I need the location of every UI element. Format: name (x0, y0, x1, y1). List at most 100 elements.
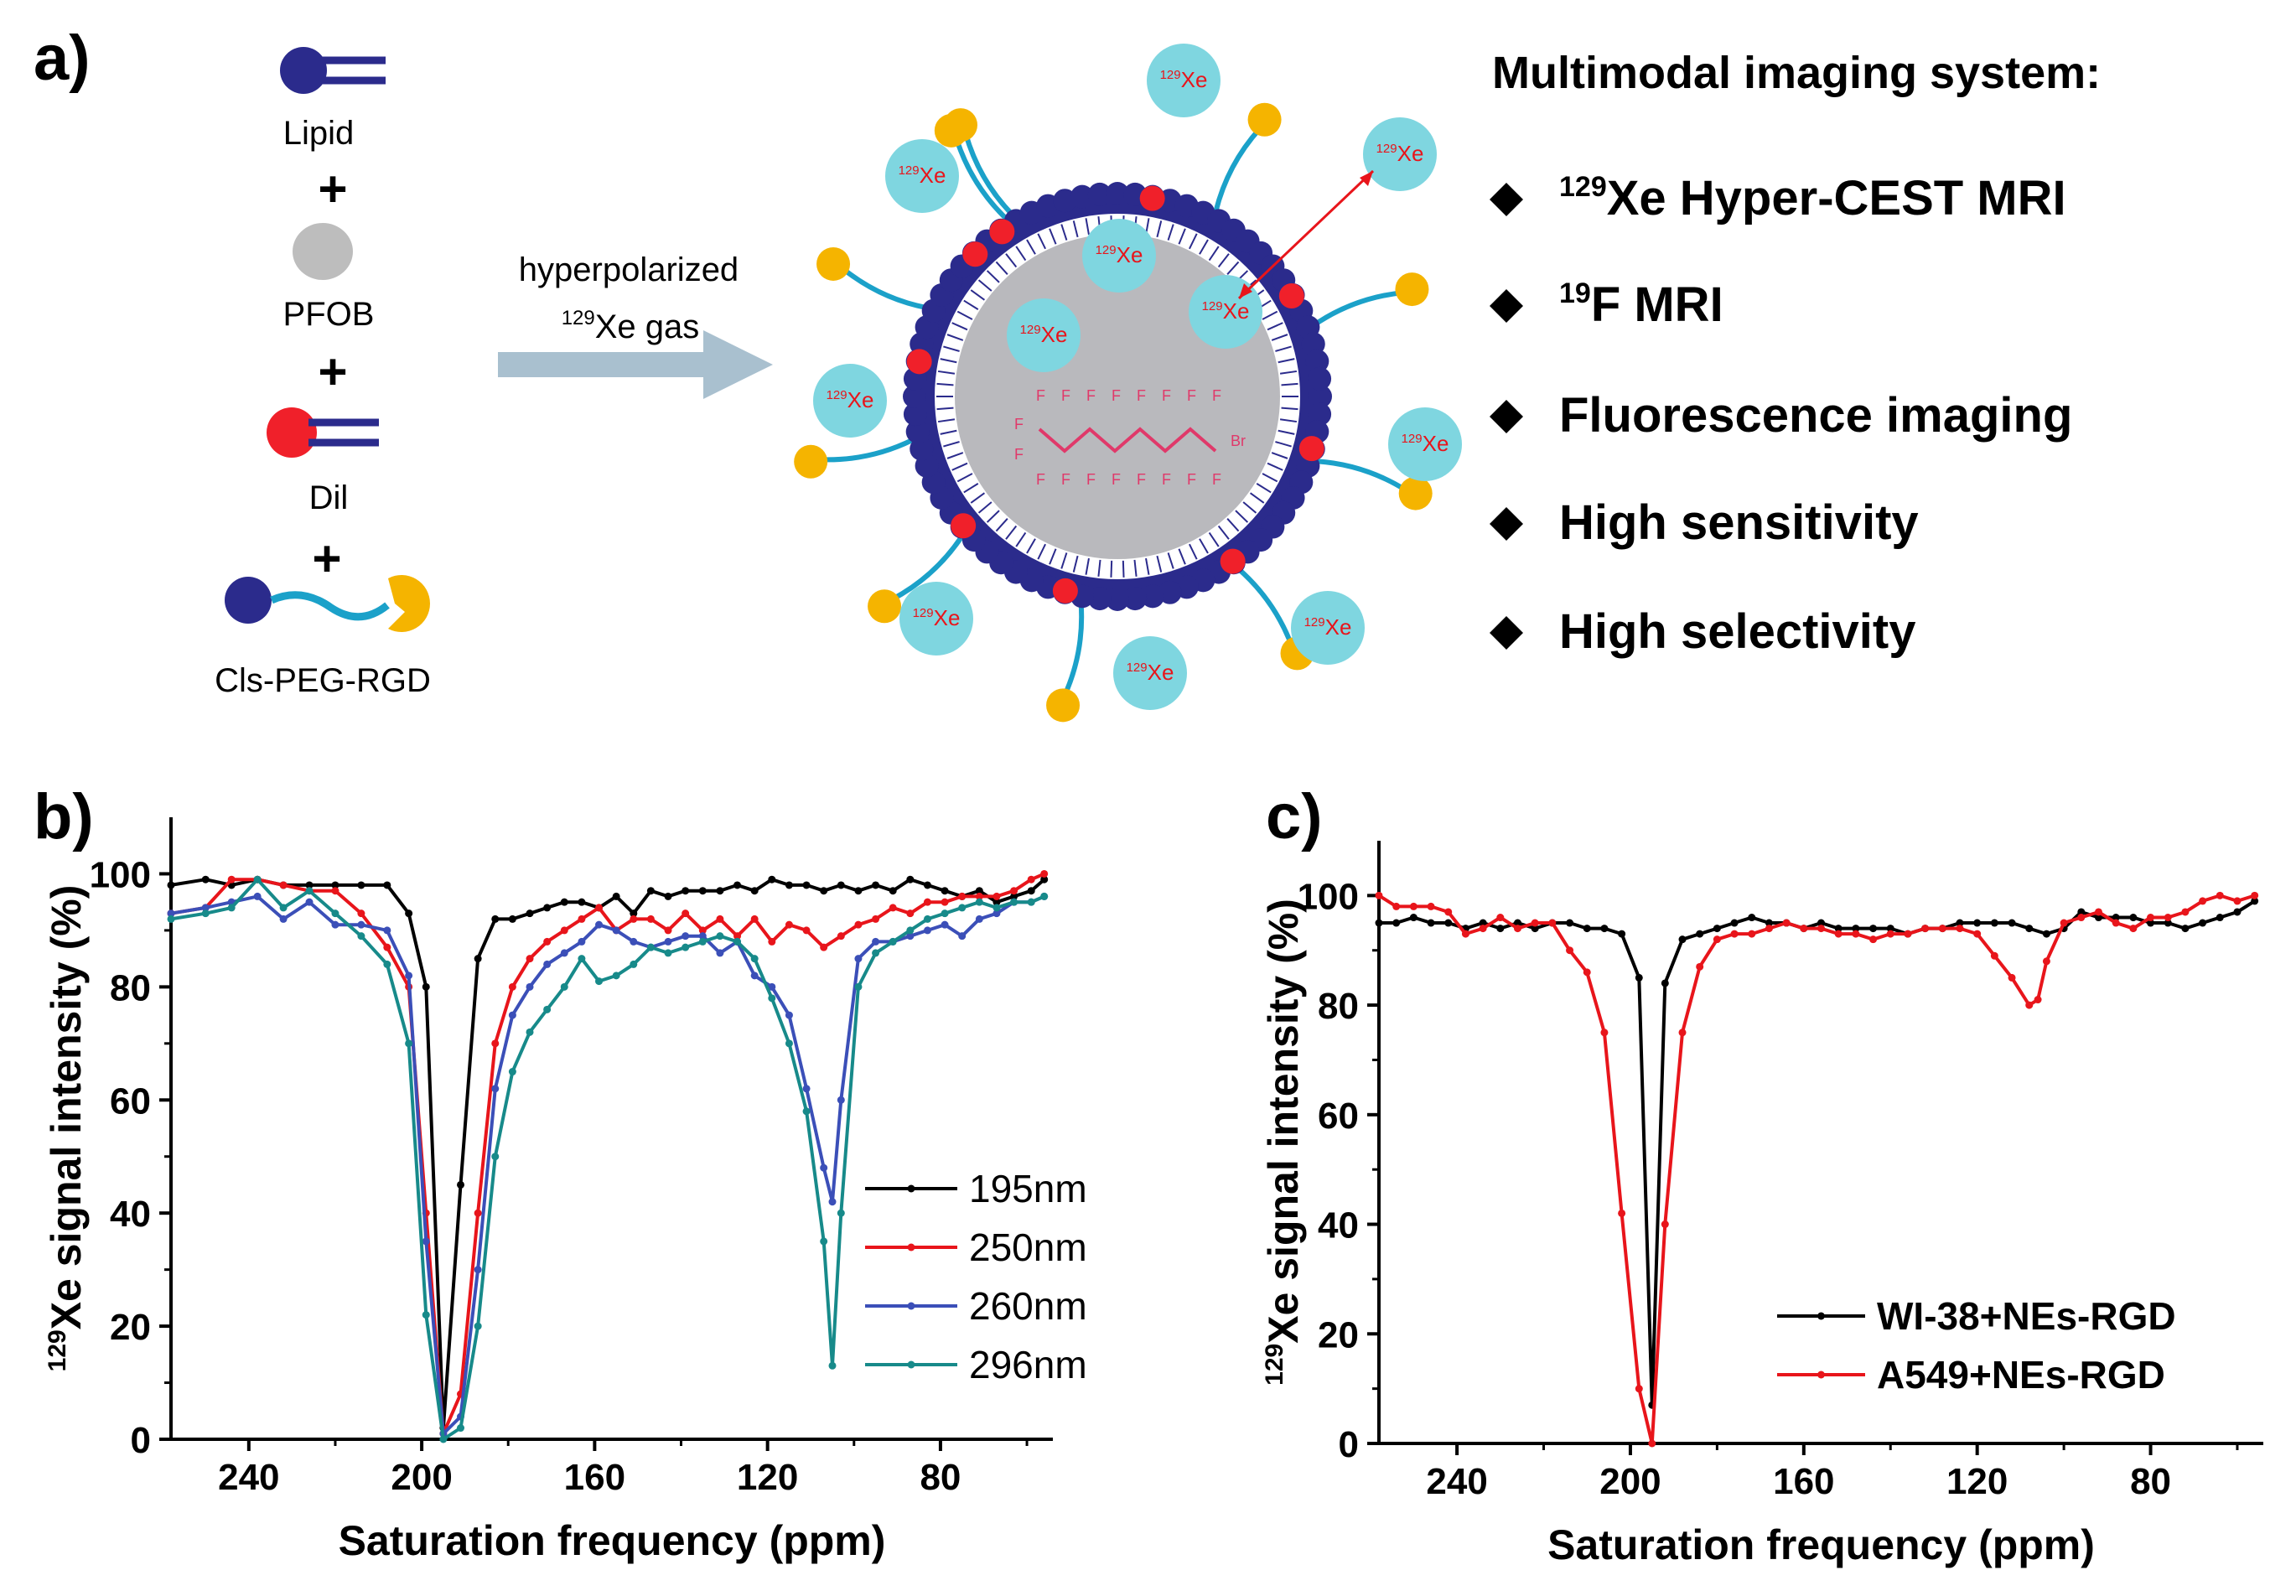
data-point (1444, 919, 1453, 927)
x-axis-title: Saturation frequency (ppm) (339, 1517, 886, 1564)
data-point (1600, 1029, 1609, 1037)
lipid-tail (995, 517, 1008, 532)
data-point (837, 932, 845, 940)
lipid-tail (1226, 261, 1240, 276)
data-point (279, 904, 288, 912)
data-point (1852, 930, 1860, 938)
data-point (357, 909, 365, 918)
lipid-tail (1037, 233, 1046, 250)
arrow-label-line1: hyperpolarized (519, 251, 739, 288)
series-260nm (167, 892, 1049, 1438)
data-point (1479, 925, 1487, 933)
data-point (941, 898, 949, 906)
data-point (439, 1435, 448, 1443)
data-point (1513, 925, 1521, 933)
lipid-tail (1110, 560, 1113, 578)
data-point (2251, 891, 2259, 899)
data-point (828, 1198, 837, 1206)
dil-icon (267, 407, 379, 458)
fluorine-label: F (1187, 387, 1196, 404)
data-point (1956, 919, 1964, 927)
xe-label: 129Xe (1127, 660, 1174, 685)
data-point (785, 881, 793, 889)
data-point (2025, 1001, 2034, 1009)
data-point (1817, 919, 1825, 927)
y-tick-label: 40 (110, 1194, 151, 1235)
lipid-tail (936, 407, 954, 411)
y-tick-label: 20 (110, 1307, 151, 1348)
xe-bubble (1082, 219, 1156, 293)
rgd-ligand (1046, 688, 1081, 723)
lipid-tail (1271, 334, 1288, 341)
data-point (2199, 919, 2207, 927)
data-point (422, 1311, 430, 1319)
lipid-head (1106, 182, 1129, 205)
plus-2: + (318, 344, 347, 400)
data-point (923, 881, 931, 889)
data-point (1040, 875, 1049, 884)
lipid-tail (1279, 418, 1298, 423)
xe-label: 129Xe (1304, 614, 1352, 640)
x-tick-label: 240 (218, 1457, 279, 1498)
fluorine-label: F (1187, 471, 1196, 488)
data-point (1040, 869, 1049, 878)
legend-label: 250nm (969, 1226, 1087, 1269)
lipid-tail (937, 418, 956, 423)
data-point (1696, 962, 1704, 971)
feature-item: 129Xe Hyper-CEST MRI (1559, 171, 2066, 225)
data-point (802, 1107, 811, 1116)
lipid-tail (1279, 370, 1298, 375)
data-point (750, 915, 759, 923)
panel-label: b) (34, 781, 94, 852)
data-point (543, 960, 552, 968)
x-tick-label: 80 (2130, 1461, 2171, 1502)
data-point (2216, 914, 2224, 922)
legend-label: 260nm (969, 1284, 1087, 1328)
cls-peg-rgd-icon (225, 575, 430, 632)
data-point (491, 1085, 500, 1093)
feature-item: High selectivity (1559, 604, 1915, 659)
data-point (331, 909, 339, 918)
dil-dot (1052, 578, 1078, 604)
lipid-tail (1249, 492, 1265, 504)
lipid-tail (970, 492, 986, 504)
lipid-tail (1156, 555, 1163, 573)
series-line (170, 878, 1046, 1430)
data-point (1748, 914, 1756, 922)
data-point (422, 982, 430, 991)
dil-dot (989, 219, 1015, 245)
data-point (854, 887, 863, 895)
lipid-tail (995, 261, 1008, 276)
y-axis-title: 129Xe signal intensity (%) (43, 885, 90, 1372)
component-lipid-label: Lipid (283, 115, 355, 152)
data-point (279, 915, 288, 923)
data-point (820, 887, 828, 895)
data-point (2233, 897, 2242, 905)
legend-marker (1817, 1312, 1825, 1320)
data-point (872, 881, 880, 889)
rgd-ligand (816, 246, 851, 281)
data-point (646, 943, 655, 951)
data-point (1583, 925, 1591, 933)
data-point (1852, 925, 1860, 933)
data-point (279, 881, 288, 889)
lipid-tail (1189, 233, 1198, 250)
data-point (2147, 914, 2155, 922)
data-point (872, 915, 880, 923)
lipid-tail (1256, 483, 1272, 494)
lipid-tail (1015, 531, 1027, 547)
data-point (331, 920, 339, 929)
data-point (698, 887, 707, 895)
data-point (560, 926, 568, 935)
legend-marker (907, 1360, 915, 1369)
data-point (1375, 891, 1383, 899)
data-point (1496, 925, 1505, 933)
data-point (1635, 1385, 1643, 1393)
peg-chain (841, 266, 928, 311)
feature-item: 19F MRI (1559, 277, 1723, 332)
arrow-xe-gas: Xe gas (595, 308, 700, 345)
xe-label: 129Xe (913, 605, 961, 630)
lipid-tail (1199, 239, 1209, 255)
data-point (698, 926, 707, 935)
data-point (889, 887, 897, 895)
